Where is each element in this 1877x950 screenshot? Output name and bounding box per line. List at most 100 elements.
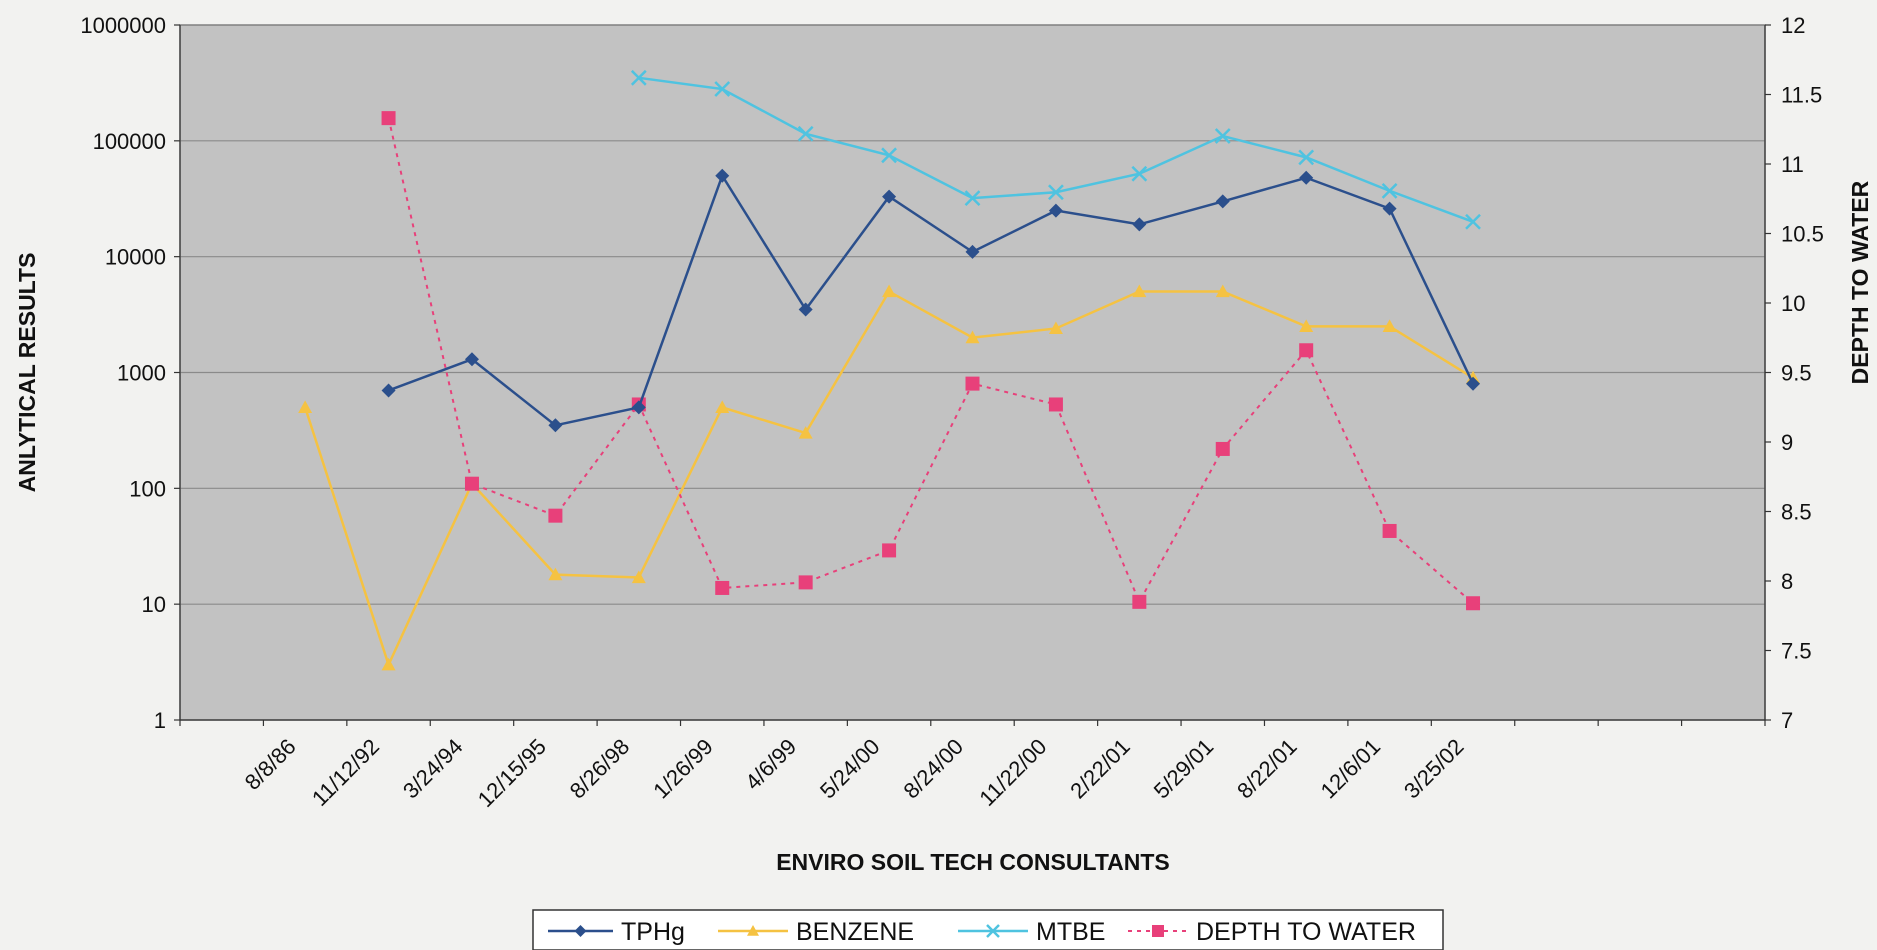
data-point [797, 125, 814, 142]
x-tick-label: 3/25/02 [1399, 734, 1469, 804]
series-line [387, 117, 1474, 605]
right-tick-label: 10.5 [1781, 222, 1824, 247]
right-axis-ticks: 7 7.5 8 8.5 9 9.5 10 10.5 11 11.5 12 [1764, 13, 1824, 733]
data-point [1132, 217, 1147, 232]
data-point [964, 190, 981, 207]
right-tick-label: 7 [1781, 708, 1793, 733]
data-point [381, 111, 396, 126]
data-point [965, 376, 980, 391]
x-axis-title: ENVIRO SOIL TECH CONSULTANTS [776, 849, 1170, 875]
x-tick-label: 5/29/01 [1149, 734, 1219, 804]
data-point [882, 189, 897, 204]
legend-label: DEPTH TO WATER [1196, 918, 1416, 946]
left-tick-label: 1000 [117, 361, 166, 386]
data-point [1048, 321, 1063, 335]
data-point [715, 168, 730, 183]
legend-item: TPHg [548, 918, 685, 946]
data-point [798, 302, 813, 317]
series-tphg [381, 168, 1481, 433]
right-tick-label: 7.5 [1781, 639, 1812, 664]
data-point [1382, 201, 1397, 216]
data-point [1298, 149, 1315, 166]
legend-item: MTBE [958, 918, 1105, 946]
data-point [1299, 170, 1314, 185]
right-tick-label: 8.5 [1781, 500, 1812, 525]
data-point [1048, 397, 1063, 412]
data-point [1381, 182, 1398, 199]
x-tick-label: 5/24/00 [815, 734, 885, 804]
data-point [548, 418, 563, 433]
data-point [631, 400, 646, 415]
data-point [1382, 319, 1397, 333]
x-tick-label: 2/22/01 [1065, 734, 1135, 804]
data-point [1466, 376, 1481, 391]
data-point [1465, 213, 1481, 230]
x-tick-label: 1/26/99 [648, 734, 718, 804]
x-tick-label: 3/24/94 [398, 734, 468, 804]
data-point [1131, 165, 1148, 182]
legend-item: DEPTH TO WATER [1128, 918, 1416, 946]
data-point [631, 570, 646, 584]
gridlines [180, 140, 1765, 605]
right-tick-label: 9 [1781, 430, 1793, 455]
left-tick-label: 100000 [93, 129, 166, 154]
legend-item: BENZENE [718, 918, 914, 946]
data-point [882, 543, 897, 558]
data-point [1132, 594, 1147, 609]
x-tick-label: 8/24/00 [898, 734, 968, 804]
legend-label: MTBE [1036, 918, 1105, 946]
right-axis-title: DEPTH TO WATER [1847, 180, 1873, 384]
x-tick-label: 12/6/01 [1316, 734, 1386, 804]
right-tick-label: 8 [1781, 569, 1793, 594]
left-tick-label: 100 [129, 476, 166, 501]
data-point [1215, 284, 1230, 298]
data-point [1132, 284, 1147, 298]
data-point [1048, 184, 1064, 201]
data-point [715, 580, 730, 595]
x-tick-label: 8/8/86 [240, 734, 301, 795]
right-tick-label: 11.5 [1781, 83, 1822, 108]
data-point [1048, 203, 1063, 218]
series-line [388, 172, 1475, 427]
data-point [381, 383, 396, 398]
x-tick-label: 11/12/92 [307, 734, 384, 811]
left-tick-label: 1000000 [80, 13, 166, 38]
left-tick-label: 10 [142, 592, 166, 617]
data-point [1466, 596, 1481, 611]
x-tick-label: 4/6/99 [740, 734, 801, 795]
data-point [965, 244, 980, 259]
legend-label: BENZENE [796, 918, 914, 946]
data-point [1382, 523, 1397, 538]
series-mtbe [630, 69, 1481, 230]
left-axis-ticks: 1 10 100 1000 10000 100000 1000000 [80, 13, 181, 733]
data-point [965, 330, 980, 344]
legend-label: TPHg [621, 918, 685, 946]
right-tick-label: 10 [1781, 291, 1805, 316]
data-point [464, 352, 479, 367]
series-depth-to-water [381, 111, 1481, 611]
data-point [381, 657, 396, 671]
x-tick-label: 12/15/95 [473, 734, 551, 812]
right-tick-label: 12 [1781, 13, 1805, 38]
legend: TPHg BENZENE MTBE DEPTH TO WATER [532, 909, 1444, 950]
left-tick-label: 10000 [105, 245, 166, 270]
left-axis-title: ANLYTICAL RESULTS [14, 253, 40, 493]
data-point [548, 508, 563, 523]
data-point [1215, 441, 1230, 456]
data-point [1299, 319, 1314, 333]
data-point [1215, 194, 1230, 209]
left-tick-label: 1 [154, 708, 166, 733]
data-point [630, 69, 647, 86]
x-tick-label: 8/26/98 [565, 734, 635, 804]
x-tick-label: 8/22/01 [1232, 734, 1302, 804]
right-tick-label: 11 [1781, 152, 1804, 177]
data-point [298, 400, 313, 413]
data-point [715, 400, 730, 413]
data-point [798, 575, 813, 590]
x-axis-ticks: 8/8/86 11/12/92 3/24/94 12/15/95 8/26/98 1/26… [179, 719, 1766, 812]
series-benzene [298, 284, 1481, 671]
data-point [1214, 128, 1231, 144]
data-point [464, 476, 479, 491]
data-point [548, 567, 563, 581]
